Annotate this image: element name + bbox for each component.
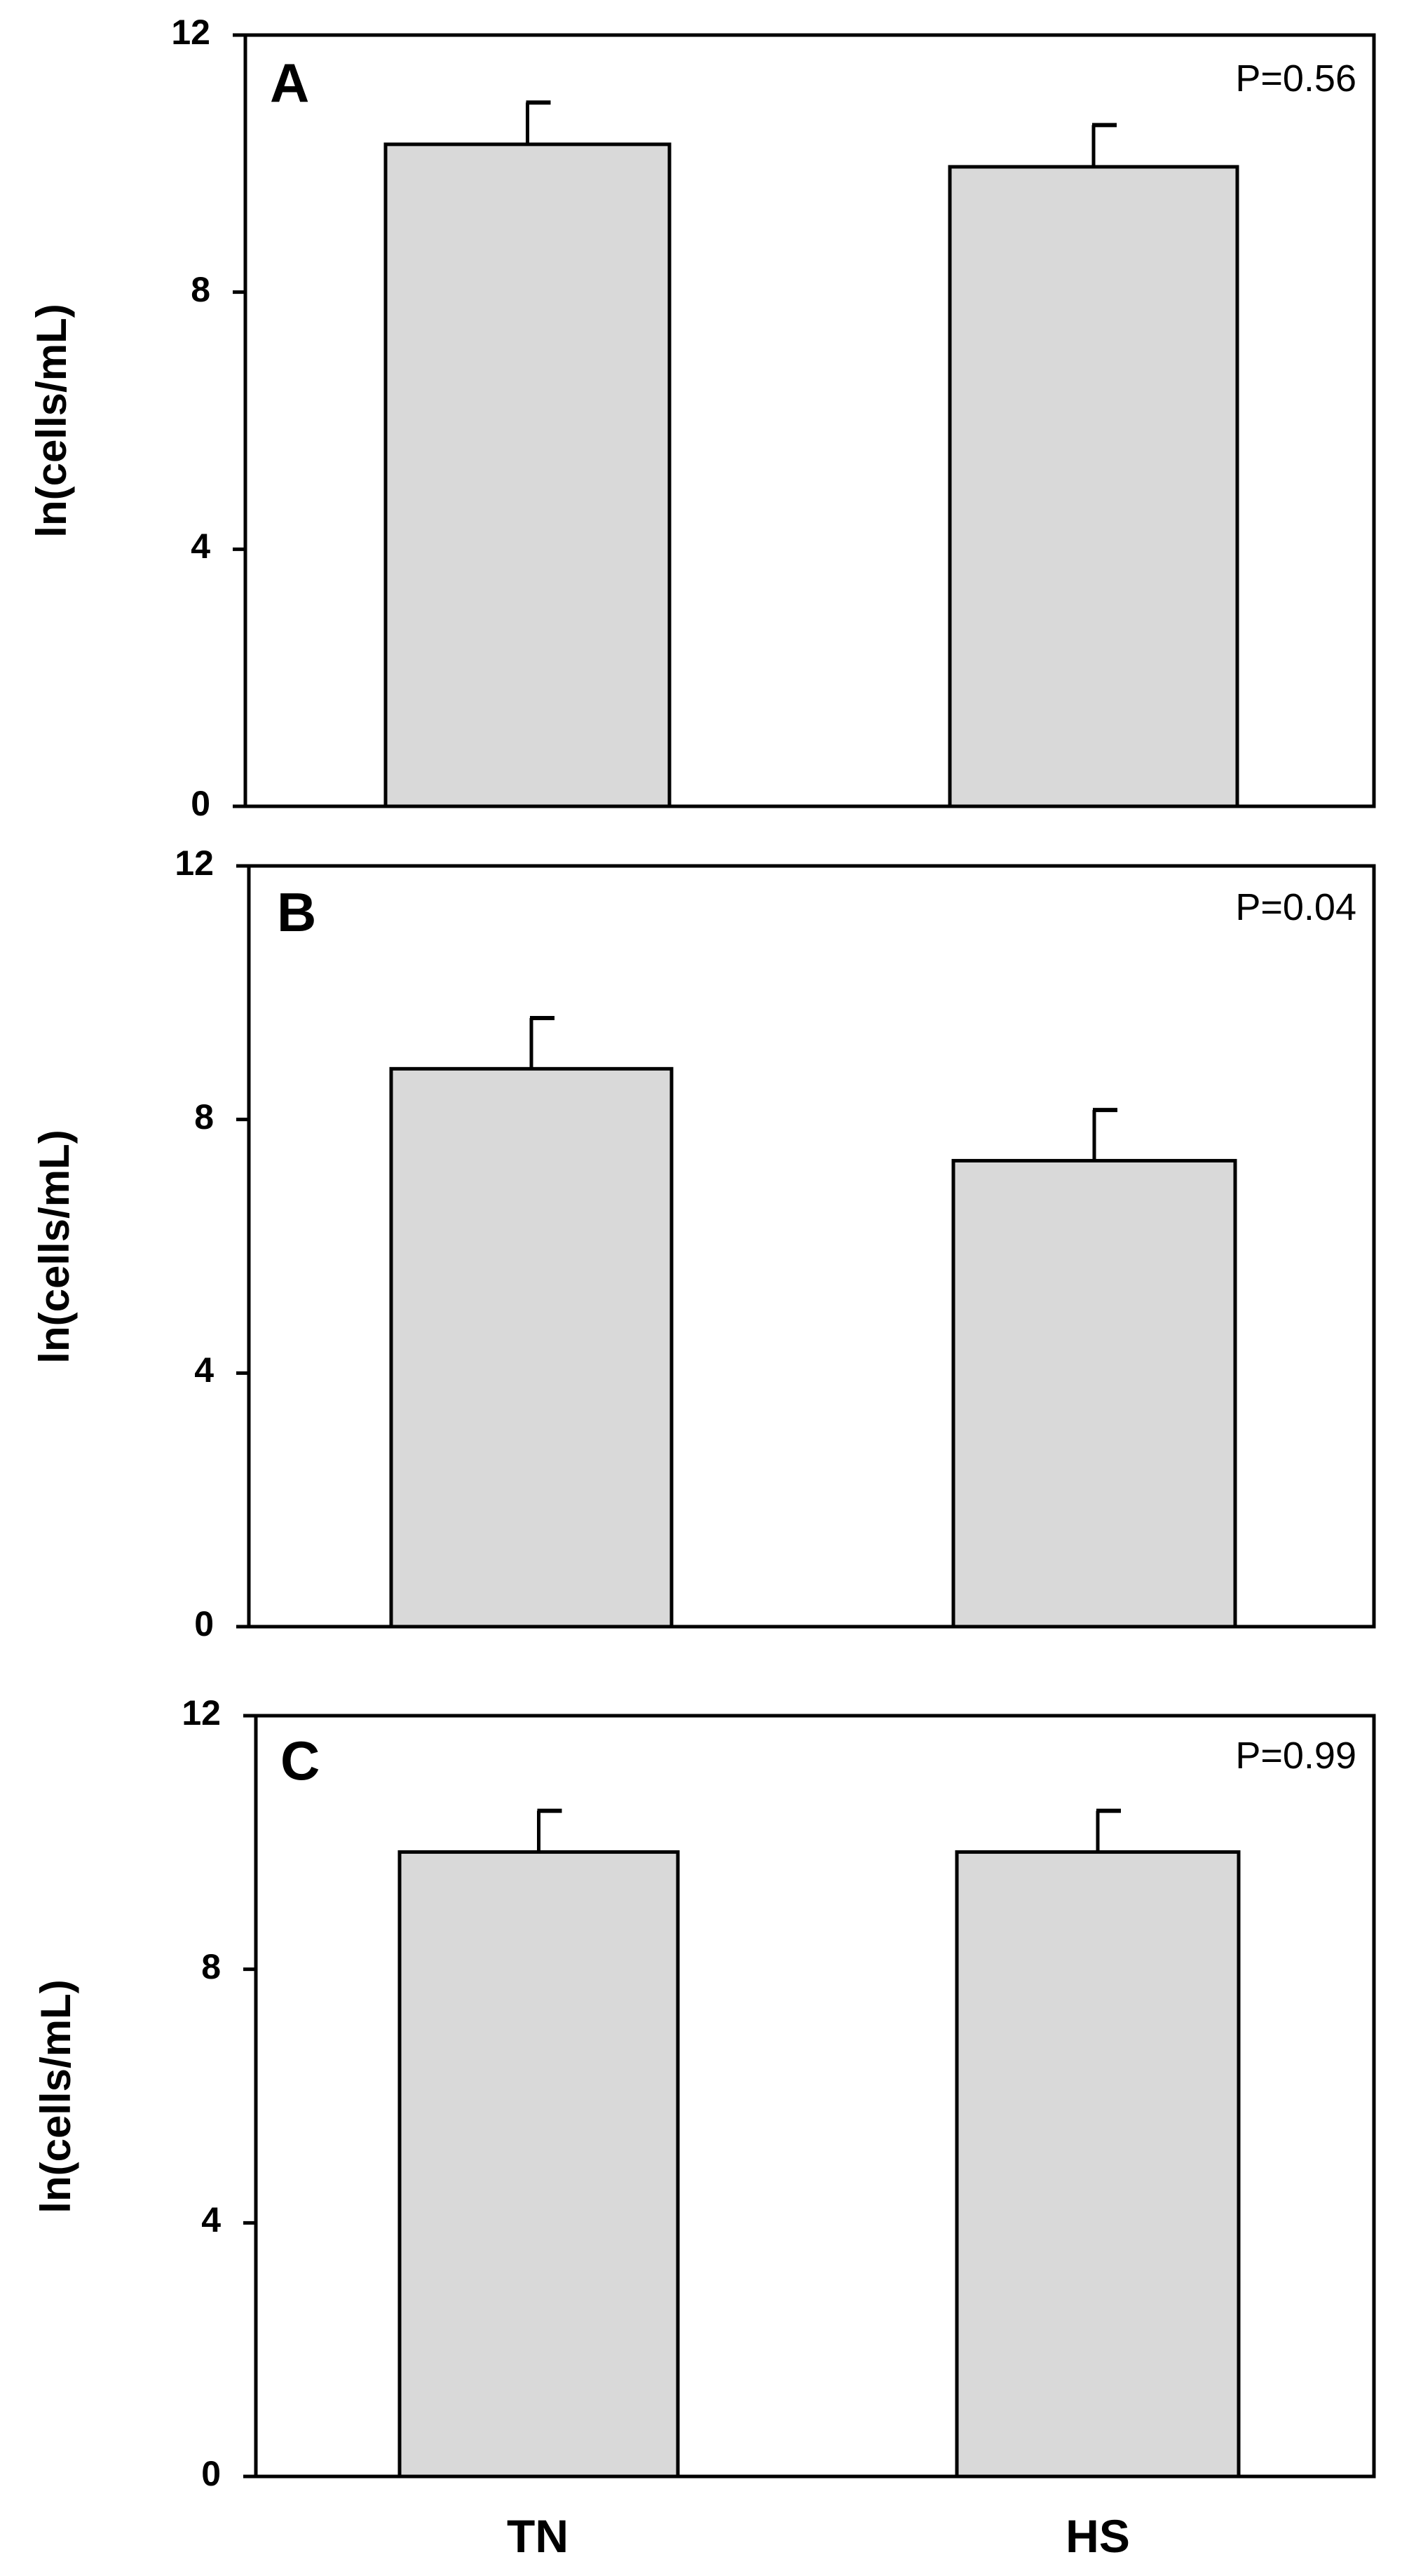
panel-c-ytick-0: 0 bbox=[201, 2454, 221, 2493]
panel-c-pvalue: P=0.99 bbox=[1235, 1735, 1356, 1777]
panel-c-ytick-2: 8 bbox=[201, 1947, 221, 1986]
panel-c-ylabel: ln(cells/mL) bbox=[32, 1979, 79, 2213]
panel-b-letter: B bbox=[277, 881, 316, 943]
panel-c-frame bbox=[254, 1714, 1376, 2479]
panel-c-ytick-1: 4 bbox=[201, 2200, 221, 2239]
panel-b-pvalue: P=0.04 bbox=[1235, 886, 1356, 928]
x-category-hs: HS bbox=[1066, 2510, 1130, 2562]
panel-c-bar-tn bbox=[397, 1850, 680, 2479]
panel-c-letter: C bbox=[280, 1730, 320, 1791]
panel-b-bar-hs bbox=[951, 1158, 1237, 1629]
panel-c-ytick-3: 12 bbox=[182, 1693, 221, 1733]
panel-a: 0 4 8 12 ln(cells/mL) A P=0.56 bbox=[28, 13, 1376, 823]
panel-a-ytick-1: 4 bbox=[191, 527, 210, 566]
panel-b: 0 4 8 12 ln(cells/mL) B P=0.04 bbox=[31, 843, 1376, 1643]
panel-b-ytick-3: 12 bbox=[175, 843, 214, 883]
panel-a-bar-tn bbox=[383, 142, 672, 808]
panel-a-ytick-0: 0 bbox=[191, 784, 210, 823]
panel-c-bar-hs bbox=[955, 1850, 1241, 2479]
panel-b-ylabel: ln(cells/mL) bbox=[31, 1130, 78, 1363]
panel-a-ytick-3: 12 bbox=[171, 13, 210, 52]
panel-b-ytick-1: 4 bbox=[194, 1350, 214, 1390]
x-category-tn: TN bbox=[507, 2510, 569, 2562]
panel-c: 0 4 8 12 ln(cells/mL) C P=0.99 bbox=[32, 1693, 1376, 2493]
panel-b-ytick-0: 0 bbox=[194, 1604, 214, 1643]
panel-b-ytick-2: 8 bbox=[194, 1097, 214, 1137]
panel-a-letter: A bbox=[270, 52, 309, 114]
panel-a-bar-hs bbox=[948, 165, 1239, 808]
panel-b-bar-tn bbox=[389, 1066, 674, 1629]
panel-a-ytick-2: 8 bbox=[191, 270, 210, 309]
panel-a-bar-layer bbox=[233, 33, 1239, 808]
panel-a-pvalue: P=0.56 bbox=[1235, 57, 1356, 100]
panel-c-bar-layer bbox=[243, 1714, 1241, 2479]
panel-a-frame bbox=[243, 33, 1376, 808]
panel-b-frame bbox=[247, 864, 1376, 1629]
panel-b-bar-layer bbox=[236, 864, 1237, 1629]
panel-a-ylabel: ln(cells/mL) bbox=[28, 304, 75, 537]
